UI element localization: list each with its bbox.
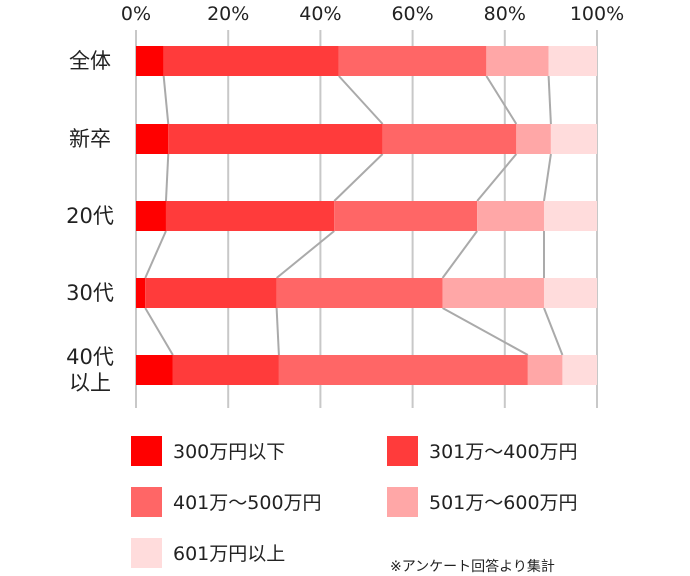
legend-swatch bbox=[387, 487, 418, 517]
category-label: 40代以上 bbox=[66, 345, 114, 395]
bar-segment-3-5 bbox=[543, 201, 597, 231]
x-tick-label: 40% bbox=[299, 3, 341, 25]
connector-line bbox=[144, 307, 174, 356]
bar-segment-5-1 bbox=[136, 355, 173, 385]
connector-line bbox=[275, 307, 280, 356]
bar-segment-5-3 bbox=[278, 355, 528, 385]
legend: 300万円以下 301万～400万円 401万～500万円 501万～600万円 601… bbox=[131, 436, 578, 568]
bar-segment-4-4 bbox=[442, 278, 544, 308]
bar-segment-1-5 bbox=[548, 46, 597, 76]
legend-swatch bbox=[387, 436, 418, 466]
bar-segment-3-3 bbox=[334, 201, 478, 231]
connector-line bbox=[164, 153, 170, 202]
x-tick-labels: 0% 20% 40% 60% 80% 100% bbox=[121, 3, 624, 25]
bar-segment-2-2 bbox=[168, 124, 383, 154]
connector-line bbox=[144, 230, 167, 279]
bar-segment-3-1 bbox=[136, 201, 166, 231]
category-label: 新卒 bbox=[69, 127, 111, 151]
legend-label: 401万～500万円 bbox=[173, 492, 322, 514]
legend-label: 300万円以下 bbox=[173, 441, 285, 463]
bar-segment-2-1 bbox=[136, 124, 169, 154]
connector-lines bbox=[144, 75, 564, 356]
x-tick-label: 0% bbox=[121, 3, 151, 25]
x-tick-label: 100% bbox=[570, 3, 624, 25]
category-label: 20代 bbox=[66, 204, 114, 228]
legend-swatch bbox=[131, 487, 162, 517]
x-tick-label: 80% bbox=[484, 3, 526, 25]
bar-segment-4-2 bbox=[145, 278, 277, 308]
bar-segment-1-2 bbox=[163, 46, 339, 76]
bar-segment-1-4 bbox=[486, 46, 549, 76]
survey-note: ※アンケート回答より集計 bbox=[390, 558, 555, 575]
connector-line bbox=[275, 230, 335, 279]
bar-segment-4-3 bbox=[276, 278, 443, 308]
connector-line bbox=[542, 153, 552, 202]
category-label: 全体 bbox=[69, 49, 111, 73]
bar-segment-5-2 bbox=[172, 355, 279, 385]
bar-segment-3-4 bbox=[477, 201, 544, 231]
connector-line bbox=[333, 153, 384, 202]
bar-segment-3-2 bbox=[165, 201, 335, 231]
connector-line bbox=[547, 75, 552, 125]
x-tick-label: 20% bbox=[207, 3, 249, 25]
bar-segment-4-5 bbox=[543, 278, 597, 308]
bar-segment-2-5 bbox=[550, 124, 597, 154]
bar-segment-2-3 bbox=[382, 124, 517, 154]
bar-segment-4-1 bbox=[136, 278, 146, 308]
bar-segment-2-4 bbox=[516, 124, 551, 154]
x-tick-label: 60% bbox=[391, 3, 433, 25]
category-label: 30代 bbox=[66, 281, 114, 305]
connector-line bbox=[476, 153, 518, 202]
legend-swatch bbox=[131, 538, 162, 568]
bar-segment-5-4 bbox=[527, 355, 563, 385]
connector-line bbox=[442, 307, 529, 356]
bar-segment-1-3 bbox=[338, 46, 487, 76]
legend-swatch bbox=[131, 436, 162, 466]
bar-segment-5-5 bbox=[562, 355, 597, 385]
connector-line bbox=[485, 75, 518, 125]
connector-line bbox=[441, 230, 478, 279]
connector-line bbox=[162, 75, 170, 125]
legend-label: 301万～400万円 bbox=[429, 441, 578, 463]
legend-label: 601万円以上 bbox=[173, 543, 285, 565]
connector-line bbox=[543, 307, 564, 356]
bar-segment-1-1 bbox=[136, 46, 164, 76]
legend-label: 501万～600万円 bbox=[429, 492, 578, 514]
connector-line bbox=[338, 75, 384, 125]
bars bbox=[136, 46, 597, 385]
